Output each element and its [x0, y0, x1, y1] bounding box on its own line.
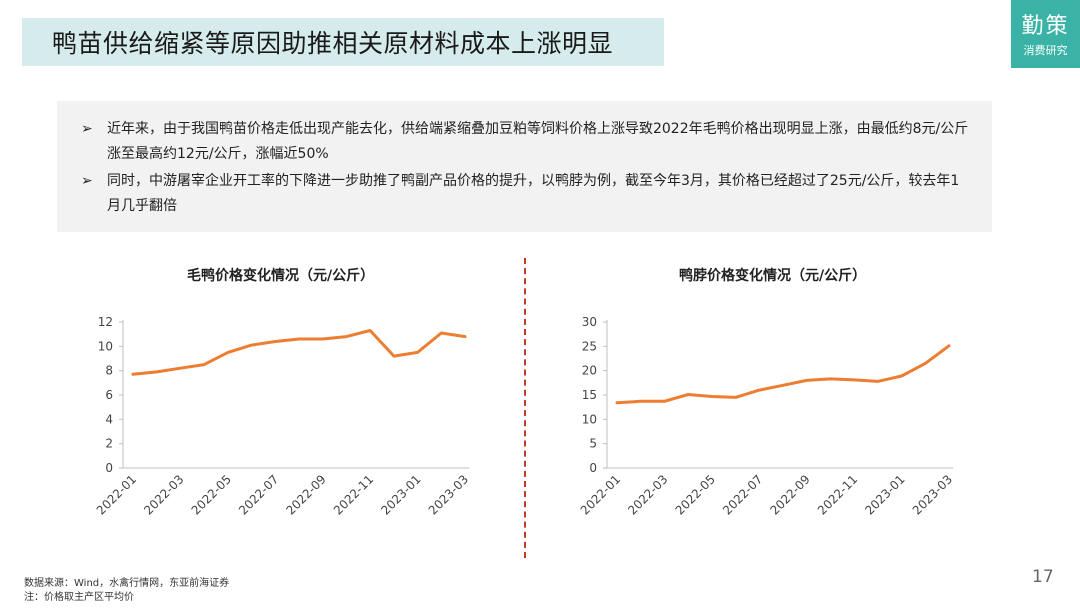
x-tick-label: 2023-03: [910, 472, 955, 517]
source-note: 数据来源：Wind，水禽行情网，东亚前海证券: [24, 578, 230, 589]
y-tick-label: 8: [105, 364, 113, 378]
x-tick-label: 2022-09: [767, 472, 812, 517]
x-tick-label: 2023-01: [378, 472, 423, 517]
summary-bullet: ➢ 近年来，由于我国鸭苗价格走低出现产能去化，供给端紧缩叠加豆粕等饲料价格上涨导…: [81, 117, 971, 167]
y-tick-label: 4: [105, 412, 113, 426]
y-tick-label: 20: [582, 364, 597, 378]
x-tick-label: 2022-01: [578, 472, 623, 517]
summary-box: ➢ 近年来，由于我国鸭苗价格走低出现产能去化，供给端紧缩叠加豆粕等饲料价格上涨导…: [57, 101, 992, 232]
x-tick-label: 2022-09: [283, 472, 328, 517]
brand-logo: 勤策 消费研究: [1011, 0, 1080, 68]
chart-title-duck-price: 毛鸭价格变化情况（元/公斤）: [187, 268, 375, 284]
y-tick-label: 15: [582, 388, 597, 402]
chart-title-duck-neck-price: 鸭脖价格变化情况（元/公斤）: [679, 268, 867, 284]
x-tick-label: 2022-11: [815, 472, 860, 517]
x-tick-label: 2022-03: [141, 472, 186, 517]
bullet-text: 近年来，由于我国鸭苗价格走低出现产能去化，供给端紧缩叠加豆粕等饲料价格上涨导致2…: [107, 121, 969, 162]
bullet-arrow-icon: ➢: [81, 121, 93, 137]
bullet-text: 同时，中游屠宰企业开工率的下降进一步助推了鸭副产品价格的提升，以鸭脖为例，截至今…: [107, 173, 960, 214]
x-tick-label: 2022-01: [94, 472, 139, 517]
y-tick-label: 0: [589, 461, 597, 475]
x-tick-label: 2022-07: [236, 472, 281, 517]
title-bar: 鸭苗供给缩紧等原因助推相关原材料成本上涨明显: [22, 18, 664, 66]
y-tick-label: 0: [105, 461, 113, 475]
chart-divider: [524, 258, 526, 558]
page-number: 17: [1032, 567, 1054, 587]
y-tick-label: 10: [98, 339, 113, 353]
y-tick-label: 5: [589, 437, 597, 451]
y-tick-label: 6: [105, 388, 113, 402]
bullet-arrow-icon: ➢: [81, 173, 93, 189]
y-tick-label: 12: [98, 315, 113, 329]
x-tick-label: 2023-01: [862, 472, 907, 517]
price-note: 注：价格取主产区平均价: [24, 592, 134, 603]
series-line: [615, 344, 951, 405]
y-tick-label: 30: [582, 315, 597, 329]
x-tick-label: 2022-05: [189, 472, 234, 517]
x-tick-label: 2022-03: [625, 472, 670, 517]
logo-sub-text: 消费研究: [1023, 44, 1068, 57]
x-tick-label: 2022-11: [331, 472, 376, 517]
logo-main-text: 勤策: [1021, 14, 1070, 39]
series-line: [131, 329, 467, 376]
x-tick-label: 2023-03: [426, 472, 471, 517]
y-tick-label: 10: [582, 412, 597, 426]
page-title: 鸭苗供给缩紧等原因助推相关原材料成本上涨明显: [52, 29, 614, 58]
x-tick-label: 2022-05: [673, 472, 718, 517]
x-tick-label: 2022-07: [720, 472, 765, 517]
y-tick-label: 25: [582, 339, 597, 353]
y-tick-label: 2: [105, 437, 113, 451]
summary-bullet: ➢ 同时，中游屠宰企业开工率的下降进一步助推了鸭副产品价格的提升，以鸭脖为例，截…: [81, 169, 971, 219]
